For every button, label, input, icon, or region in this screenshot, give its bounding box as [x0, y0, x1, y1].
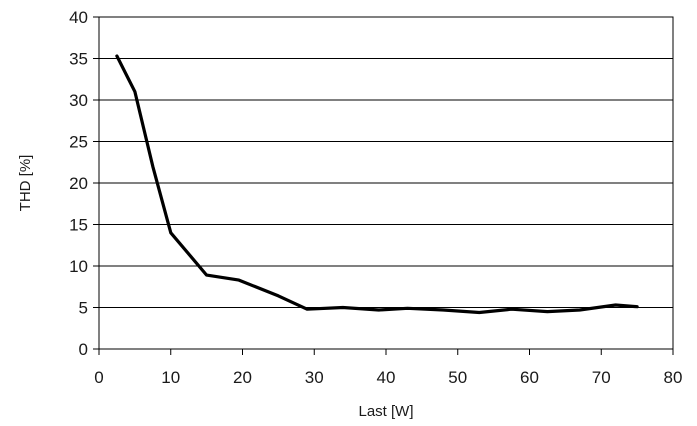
y-tick-label-10: 10	[69, 257, 88, 276]
y-tick-label-35: 35	[69, 50, 88, 69]
y-tick-label-15: 15	[69, 216, 88, 235]
y-tick-label-0: 0	[79, 340, 88, 359]
x-tick-label-60: 60	[520, 368, 539, 387]
y-axis-ticks: 0 5 10 15 20 25 30 35 40	[69, 8, 99, 359]
x-tick-label-50: 50	[448, 368, 467, 387]
x-tick-label-10: 10	[161, 368, 180, 387]
x-tick-label-40: 40	[377, 368, 396, 387]
x-tick-label-70: 70	[592, 368, 611, 387]
series-layer	[115, 54, 639, 315]
y-tick-label-30: 30	[69, 91, 88, 110]
y-tick-label-5: 5	[79, 299, 88, 318]
x-tick-label-0: 0	[94, 368, 103, 387]
series-line-0	[115, 54, 639, 315]
y-tick-label-40: 40	[69, 8, 88, 27]
horizontal-gridlines	[99, 58, 673, 308]
y-tick-label-25: 25	[69, 133, 88, 152]
x-tick-label-20: 20	[233, 368, 252, 387]
x-tick-label-30: 30	[305, 368, 324, 387]
x-axis-title: Last [W]	[358, 403, 413, 420]
x-tick-label-80: 80	[664, 368, 683, 387]
y-axis-title: THD [%]	[17, 155, 34, 212]
x-axis-ticks: 0 10 20 30 40 50 60 70 80	[94, 349, 682, 387]
y-tick-label-20: 20	[69, 174, 88, 193]
